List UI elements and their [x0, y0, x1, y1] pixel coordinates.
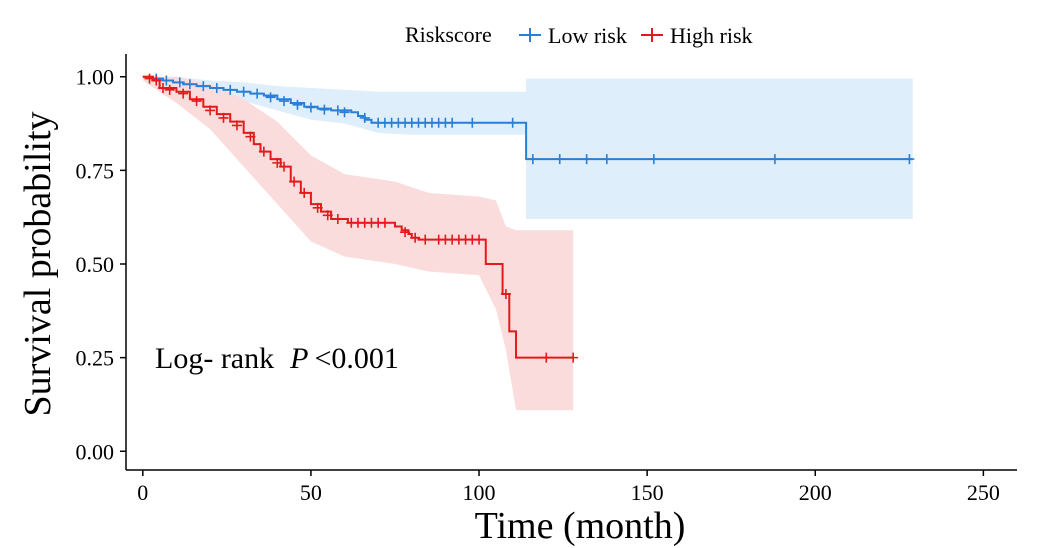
low-risk-censor-mark	[211, 82, 222, 93]
high-risk-censor-mark	[178, 88, 189, 99]
high-risk-censor-mark	[245, 131, 256, 142]
x-tick-label: 50	[300, 480, 322, 505]
y-tick-label: 0.50	[76, 252, 115, 277]
low-risk-censor-mark	[359, 112, 370, 123]
low-risk-censor-mark	[198, 81, 209, 92]
high-risk-censor-mark	[332, 214, 343, 225]
legend-title: Riskscore	[405, 22, 492, 47]
low-risk-censor-mark	[184, 79, 195, 90]
low-risk-censor-mark	[527, 154, 538, 165]
low-risk-confidence-band	[142, 76, 913, 220]
high-risk-censor-mark	[410, 232, 421, 243]
y-tick-label: 0.75	[76, 158, 115, 183]
low-risk-censor-mark	[339, 107, 350, 118]
low-risk-censor-mark	[467, 117, 478, 128]
high-risk-censor-mark	[379, 217, 390, 228]
low-risk-censor-mark	[174, 77, 185, 88]
confidence-bands	[142, 76, 913, 411]
high-risk-censor-mark	[568, 352, 579, 363]
legend-label-high-risk: High risk	[670, 23, 753, 48]
logrank-prefix: Log- rank	[155, 342, 274, 375]
logrank-annotation: Log- rank P <0.001	[155, 342, 399, 375]
high-risk-censor-mark	[218, 112, 229, 123]
high-risk-censor-mark	[191, 96, 202, 107]
high-risk-confidence-band	[142, 76, 574, 411]
high-risk-censor-mark	[474, 234, 485, 245]
low-risk-censor-mark	[769, 154, 780, 165]
x-tick-label: 150	[631, 480, 664, 505]
high-risk-censor-mark	[279, 161, 290, 172]
low-risk-censor-mark	[648, 154, 659, 165]
low-risk-censor-mark	[238, 86, 249, 97]
high-risk-censor-mark	[272, 157, 283, 168]
high-risk-censor-mark	[258, 146, 269, 157]
high-risk-censor-mark	[151, 75, 162, 86]
censor-marks	[144, 73, 915, 363]
y-axis-title: Survival probability	[17, 111, 59, 416]
low-risk-censor-mark	[305, 102, 316, 113]
low-risk-censor-mark	[581, 154, 592, 165]
logrank-p-value: <0.001	[314, 342, 398, 375]
low-risk-censor-mark	[601, 154, 612, 165]
high-risk-censor-mark	[231, 120, 242, 131]
low-risk-censor-mark	[252, 88, 263, 99]
x-tick-label: 0	[137, 480, 148, 505]
high-risk-censor-mark	[312, 202, 323, 213]
high-risk-censor-mark	[541, 352, 552, 363]
low-risk-censor-mark	[161, 75, 172, 86]
low-risk-censor-mark	[292, 99, 303, 110]
low-risk-censor-mark	[554, 154, 565, 165]
legend-key-low-risk	[519, 28, 541, 42]
y-tick-label: 0.00	[76, 439, 115, 464]
high-risk-censor-mark	[164, 84, 175, 95]
high-risk-censor-mark	[144, 73, 155, 84]
legend-key-high-risk	[641, 28, 663, 42]
low-risk-censor-mark	[447, 117, 458, 128]
high-risk-censor-mark	[322, 210, 333, 221]
high-risk-censor-mark	[500, 288, 511, 299]
high-risk-censor-mark	[420, 234, 431, 245]
x-axis-title: Time (month)	[475, 505, 686, 547]
low-risk-censor-mark	[319, 104, 330, 115]
x-tick-label: 200	[799, 480, 832, 505]
low-risk-censor-mark	[279, 96, 290, 107]
legend: Riskscore Low risk High risk	[405, 22, 753, 48]
high-risk-censor-mark	[289, 176, 300, 187]
low-risk-censor-mark	[332, 105, 343, 116]
high-risk-censor-mark	[299, 187, 310, 198]
high-risk-censor-mark	[205, 105, 216, 116]
logrank-p-symbol: P	[289, 342, 308, 375]
legend-label-low-risk: Low risk	[548, 23, 627, 48]
low-risk-censor-mark	[225, 84, 236, 95]
x-tick-label: 100	[463, 480, 496, 505]
low-risk-censor-mark	[265, 92, 276, 103]
y-tick-label: 1.00	[76, 65, 115, 90]
axes: 0 50 100 150 200 250 0.00 0.25 0.50 0.75 1.00	[76, 54, 1017, 505]
low-risk-censor-mark	[904, 154, 915, 165]
high-risk-censor-mark	[157, 82, 168, 93]
high-risk-censor-mark	[400, 227, 411, 238]
low-risk-censor-mark	[507, 117, 518, 128]
x-tick-label: 250	[967, 480, 1000, 505]
y-tick-label: 0.25	[76, 346, 115, 371]
